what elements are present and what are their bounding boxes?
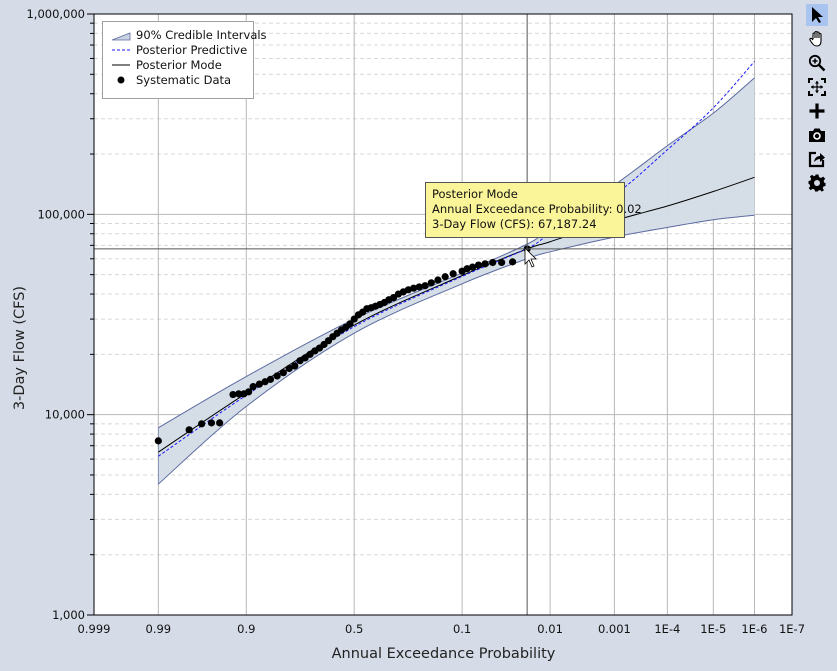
legend: 90% Credible Intervals Posterior Predict… — [102, 21, 267, 99]
svg-text:0.001: 0.001 — [598, 622, 631, 636]
legend-item-credible-intervals: 90% Credible Intervals — [111, 28, 267, 42]
export-button[interactable] — [806, 148, 828, 170]
pan-tool-button[interactable] — [806, 28, 828, 50]
select-tool-button[interactable] — [806, 4, 828, 26]
zoom-extents-button[interactable] — [806, 76, 828, 98]
tooltip-probability: Annual Exceedance Probability: 0.02 — [432, 202, 642, 216]
plot-area[interactable] — [94, 14, 792, 615]
legend-label: 90% Credible Intervals — [136, 28, 267, 42]
export-icon — [808, 151, 825, 168]
systematic-data-points — [154, 245, 531, 445]
svg-text:10,000: 10,000 — [45, 408, 85, 422]
legend-item-posterior-mode: Posterior Mode — [111, 58, 222, 72]
svg-text:0.999: 0.999 — [78, 622, 111, 636]
legend-label: Posterior Predictive — [136, 43, 248, 57]
svg-text:0.99: 0.99 — [146, 622, 172, 636]
svg-text:1E-4: 1E-4 — [654, 622, 680, 636]
svg-text:1E-7: 1E-7 — [779, 622, 805, 636]
legend-item-posterior-predictive: Posterior Predictive — [111, 43, 247, 57]
gear-icon — [808, 174, 826, 192]
y-axis: 1,000 10,000 100,000 1,000,000 — [26, 7, 94, 622]
settings-button[interactable] — [806, 172, 828, 194]
svg-text:0.9: 0.9 — [237, 622, 255, 636]
plot-frame — [93, 13, 793, 616]
zoom-tool-button[interactable] — [806, 52, 828, 74]
screenshot-button[interactable] — [806, 124, 828, 146]
dashed-line-swatch-icon — [111, 44, 131, 56]
svg-text:1,000: 1,000 — [52, 608, 85, 622]
svg-text:1E-5: 1E-5 — [700, 622, 726, 636]
band-swatch-icon — [111, 29, 131, 41]
svg-text:100,000: 100,000 — [37, 207, 85, 221]
marker-swatch-icon — [111, 74, 131, 86]
svg-text:0.5: 0.5 — [345, 622, 363, 636]
fit-extents-icon — [808, 78, 826, 96]
add-button[interactable] — [806, 100, 828, 122]
plus-icon — [809, 103, 825, 119]
svg-text:1E-6: 1E-6 — [741, 622, 767, 636]
svg-text:0.1: 0.1 — [453, 622, 471, 636]
crosshair — [94, 14, 792, 615]
major-gridlines — [94, 14, 792, 615]
line-swatch-icon — [111, 59, 131, 71]
y-axis-title: 3-Day Flow (CFS) — [12, 285, 28, 411]
zoom-in-icon — [808, 54, 826, 72]
mouse-cursor-icon — [524, 247, 537, 268]
data-point-tooltip: Posterior Mode Annual Exceedance Probabi… — [425, 182, 642, 238]
tooltip-flow: 3-Day Flow (CFS): 67,187.24 — [432, 217, 597, 231]
x-axis-title: Annual Exceedance Probability — [331, 646, 556, 662]
svg-text:0.01: 0.01 — [537, 622, 563, 636]
camera-icon — [809, 128, 825, 142]
svg-text:1,000,000: 1,000,000 — [26, 7, 85, 21]
hand-icon — [809, 30, 822, 47]
legend-label: Systematic Data — [136, 73, 232, 87]
legend-label: Posterior Mode — [136, 58, 222, 72]
pointer-icon — [812, 7, 823, 23]
tooltip-title: Posterior Mode — [432, 187, 518, 201]
legend-item-systematic-data: Systematic Data — [111, 73, 231, 87]
x-axis: 0.999 0.99 0.9 0.5 0.1 0.01 0.001 1E-4 1E-5 1E-6 1… — [78, 622, 806, 636]
chart-toolbar — [806, 4, 830, 194]
